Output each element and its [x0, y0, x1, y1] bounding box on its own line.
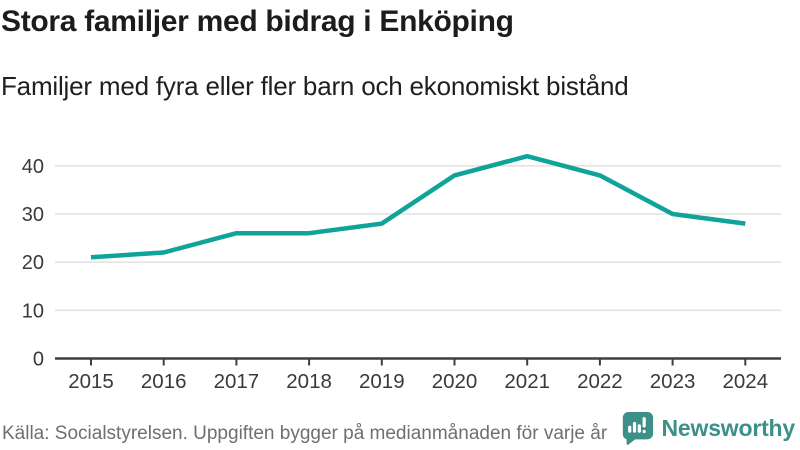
y-axis-tick-label: 0 — [33, 349, 44, 371]
y-axis-tick-label: 30 — [22, 204, 44, 226]
x-axis-tick-label: 2021 — [504, 370, 550, 393]
data-line-series — [90, 153, 746, 260]
y-axis-tick-label: 40 — [22, 156, 44, 178]
source-note: Källa: Socialstyrelsen. Uppgiften bygger… — [2, 423, 608, 444]
newsworthy-logo: Newsworthy — [620, 410, 795, 446]
chart-subtitle: Familjer med fyra eller fler barn och ek… — [1, 71, 629, 101]
x-axis-tick-label: 2015 — [68, 370, 114, 393]
newsworthy-chart-bubble-icon — [622, 411, 653, 445]
y-axis-tick-label: 20 — [22, 252, 44, 274]
x-axis-tick-label: 2024 — [722, 370, 768, 393]
x-axis-tick-label: 2019 — [359, 370, 405, 393]
x-axis-tick-label: 2018 — [286, 370, 332, 393]
x-axis-tick-label: 2016 — [141, 370, 187, 393]
x-axis-tick-label: 2022 — [577, 370, 623, 393]
y-axis-tick-label: 10 — [22, 300, 44, 322]
x-axis-tick-label: 2020 — [432, 370, 478, 393]
x-axis-tick-label: 2023 — [650, 370, 696, 393]
chart-title: Stora familjer med bidrag i Enköping — [1, 5, 514, 38]
x-axis-tick-label: 2017 — [214, 370, 260, 393]
newsworthy-wordmark: Newsworthy — [661, 414, 796, 441]
